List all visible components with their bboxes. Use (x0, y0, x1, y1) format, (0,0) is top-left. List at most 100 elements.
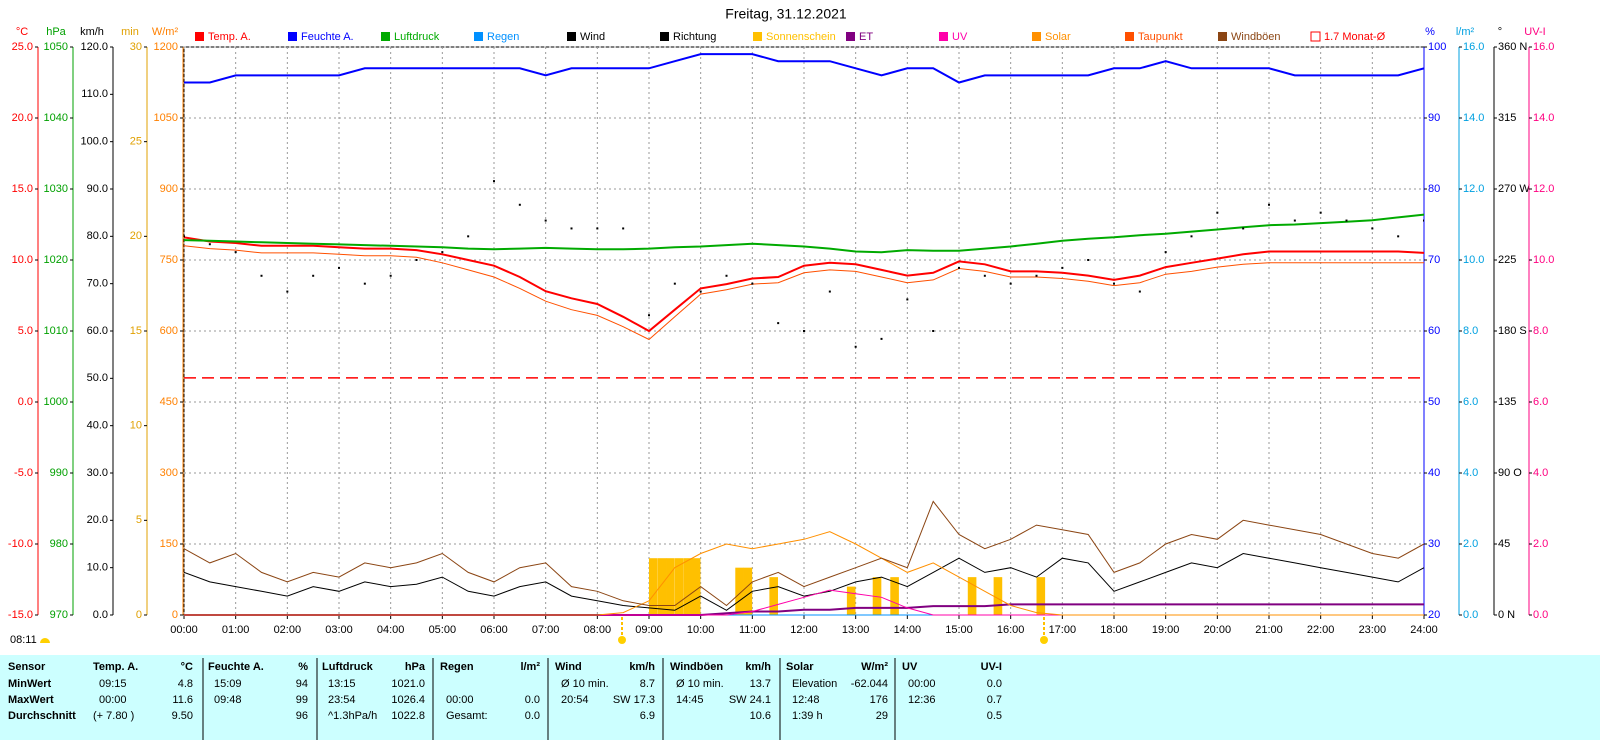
x-tick-label: 24:00 (1410, 624, 1438, 636)
y-axis-unit: °C (16, 26, 28, 38)
y-tick-label: 100 (1428, 41, 1446, 53)
x-tick-label: 02:00 (274, 624, 302, 636)
direction-dot (1087, 259, 1090, 261)
table-header: Solar (786, 661, 814, 673)
legend-label: 1.7 Monat-Ø (1324, 31, 1386, 43)
y-tick-label: 180 S (1498, 325, 1527, 337)
sun-icon (40, 638, 50, 643)
direction-dot (544, 219, 547, 222)
line-series (184, 500, 1424, 607)
legend-label: Richtung (673, 31, 716, 43)
y-tick-label: 315 (1498, 112, 1516, 124)
y-tick-label: 70.0 (87, 278, 108, 290)
y-tick-label: 90 (1428, 112, 1440, 124)
y-tick-label: 60 (1428, 325, 1440, 337)
legend-swatch (567, 32, 576, 41)
x-tick-label: 10:00 (687, 624, 715, 636)
y-tick-label: 0.0 (1463, 609, 1478, 621)
y-tick-label: 10.0 (12, 254, 33, 266)
cell-value: SW 17.3 (613, 694, 655, 706)
direction-dot (725, 274, 728, 277)
y-axis-unit: hPa (46, 26, 66, 38)
legend-swatch (195, 32, 204, 41)
legend-swatch (1218, 32, 1227, 41)
table-unit: °C (181, 661, 193, 673)
y-tick-label: 6.0 (1463, 396, 1478, 408)
direction-dot (1293, 219, 1296, 222)
direction-dot (1345, 219, 1348, 222)
y-tick-label: 1050 (44, 41, 68, 53)
cell-label: 00:00 (908, 678, 936, 690)
cell-value: 176 (870, 694, 888, 706)
cell-label: 20:54 (561, 694, 589, 706)
y-tick-label: 8.0 (1533, 325, 1548, 337)
y-tick-label: 6.0 (1533, 396, 1548, 408)
y-tick-label: 0 N (1498, 609, 1515, 621)
legend-label: Taupunkt (1138, 31, 1183, 43)
y-tick-label: 1040 (44, 112, 68, 124)
x-tick-label: 19:00 (1152, 624, 1180, 636)
x-tick-label: 12:00 (790, 624, 818, 636)
y-axis-unit: % (1425, 26, 1435, 38)
x-tick-label: 18:00 (1100, 624, 1128, 636)
table-unit: W/m² (861, 661, 888, 673)
table-unit: km/h (629, 661, 655, 673)
direction-dot (1216, 211, 1219, 214)
y-tick-label: 50 (1428, 396, 1440, 408)
y-tick-label: 750 (160, 254, 178, 266)
y-tick-label: 0.0 (93, 609, 108, 621)
table-header: Regen (440, 661, 474, 673)
direction-dot (854, 345, 857, 348)
cell-label: 00:00 (99, 694, 127, 706)
y-tick-label: 50.0 (87, 372, 108, 384)
direction-dot (648, 314, 650, 317)
y-tick-label: 1010 (44, 325, 68, 337)
direction-dot (880, 337, 883, 340)
sunshine-bar (769, 577, 778, 615)
legend-label: Temp. A. (208, 31, 251, 43)
cell-label: 12:36 (908, 694, 936, 706)
cell-value: 1026.4 (391, 694, 425, 706)
sunshine-bar (649, 558, 658, 615)
direction-dot (1138, 290, 1141, 293)
table-background (0, 655, 1600, 740)
cell-label: 09:15 (99, 678, 127, 690)
legend-swatch (1125, 32, 1134, 41)
direction-dot (1268, 203, 1270, 206)
line-series (184, 245, 1424, 341)
cell-value: 0.0 (525, 694, 540, 706)
cell-value: SW 24.1 (729, 694, 771, 706)
direction-dot (1164, 251, 1167, 254)
y-tick-label: 1030 (44, 183, 68, 195)
direction-dot (260, 274, 263, 277)
direction-dot (1190, 235, 1193, 238)
legend-swatch (1310, 31, 1321, 42)
direction-dot (312, 274, 315, 277)
y-tick-label: 70 (1428, 254, 1440, 266)
x-tick-label: 09:00 (635, 624, 663, 636)
cell-value: 11.6 (172, 694, 193, 706)
chart-title: Freitag, 31.12.2021 (725, 6, 847, 22)
legend-label: Regen (487, 31, 519, 43)
y-tick-label: 30.0 (87, 467, 108, 479)
y-tick-label: -15.0 (8, 609, 33, 621)
cell-label: 12:48 (792, 694, 820, 706)
x-tick-label: 07:00 (532, 624, 560, 636)
y-tick-label: 4.0 (1463, 467, 1478, 479)
sunshine-bar (846, 586, 856, 615)
line-series (184, 213, 1424, 254)
y-tick-label: 2.0 (1463, 538, 1478, 550)
y-tick-label: 1000 (44, 396, 68, 408)
cell-label: 1:39 h (792, 710, 823, 722)
x-tick-label: 01:00 (222, 624, 250, 636)
y-tick-label: 0 (172, 609, 178, 621)
y-axis-unit: l/m² (1456, 26, 1475, 38)
y-tick-label: 5 (136, 514, 142, 526)
legend-swatch (939, 32, 948, 41)
y-tick-label: 0 (136, 609, 142, 621)
direction-dot (286, 290, 289, 293)
cell-value: 6.9 (640, 710, 655, 722)
x-tick-label: 23:00 (1359, 624, 1387, 636)
y-tick-label: 16.0 (1533, 41, 1554, 53)
y-tick-label: 600 (160, 325, 178, 337)
